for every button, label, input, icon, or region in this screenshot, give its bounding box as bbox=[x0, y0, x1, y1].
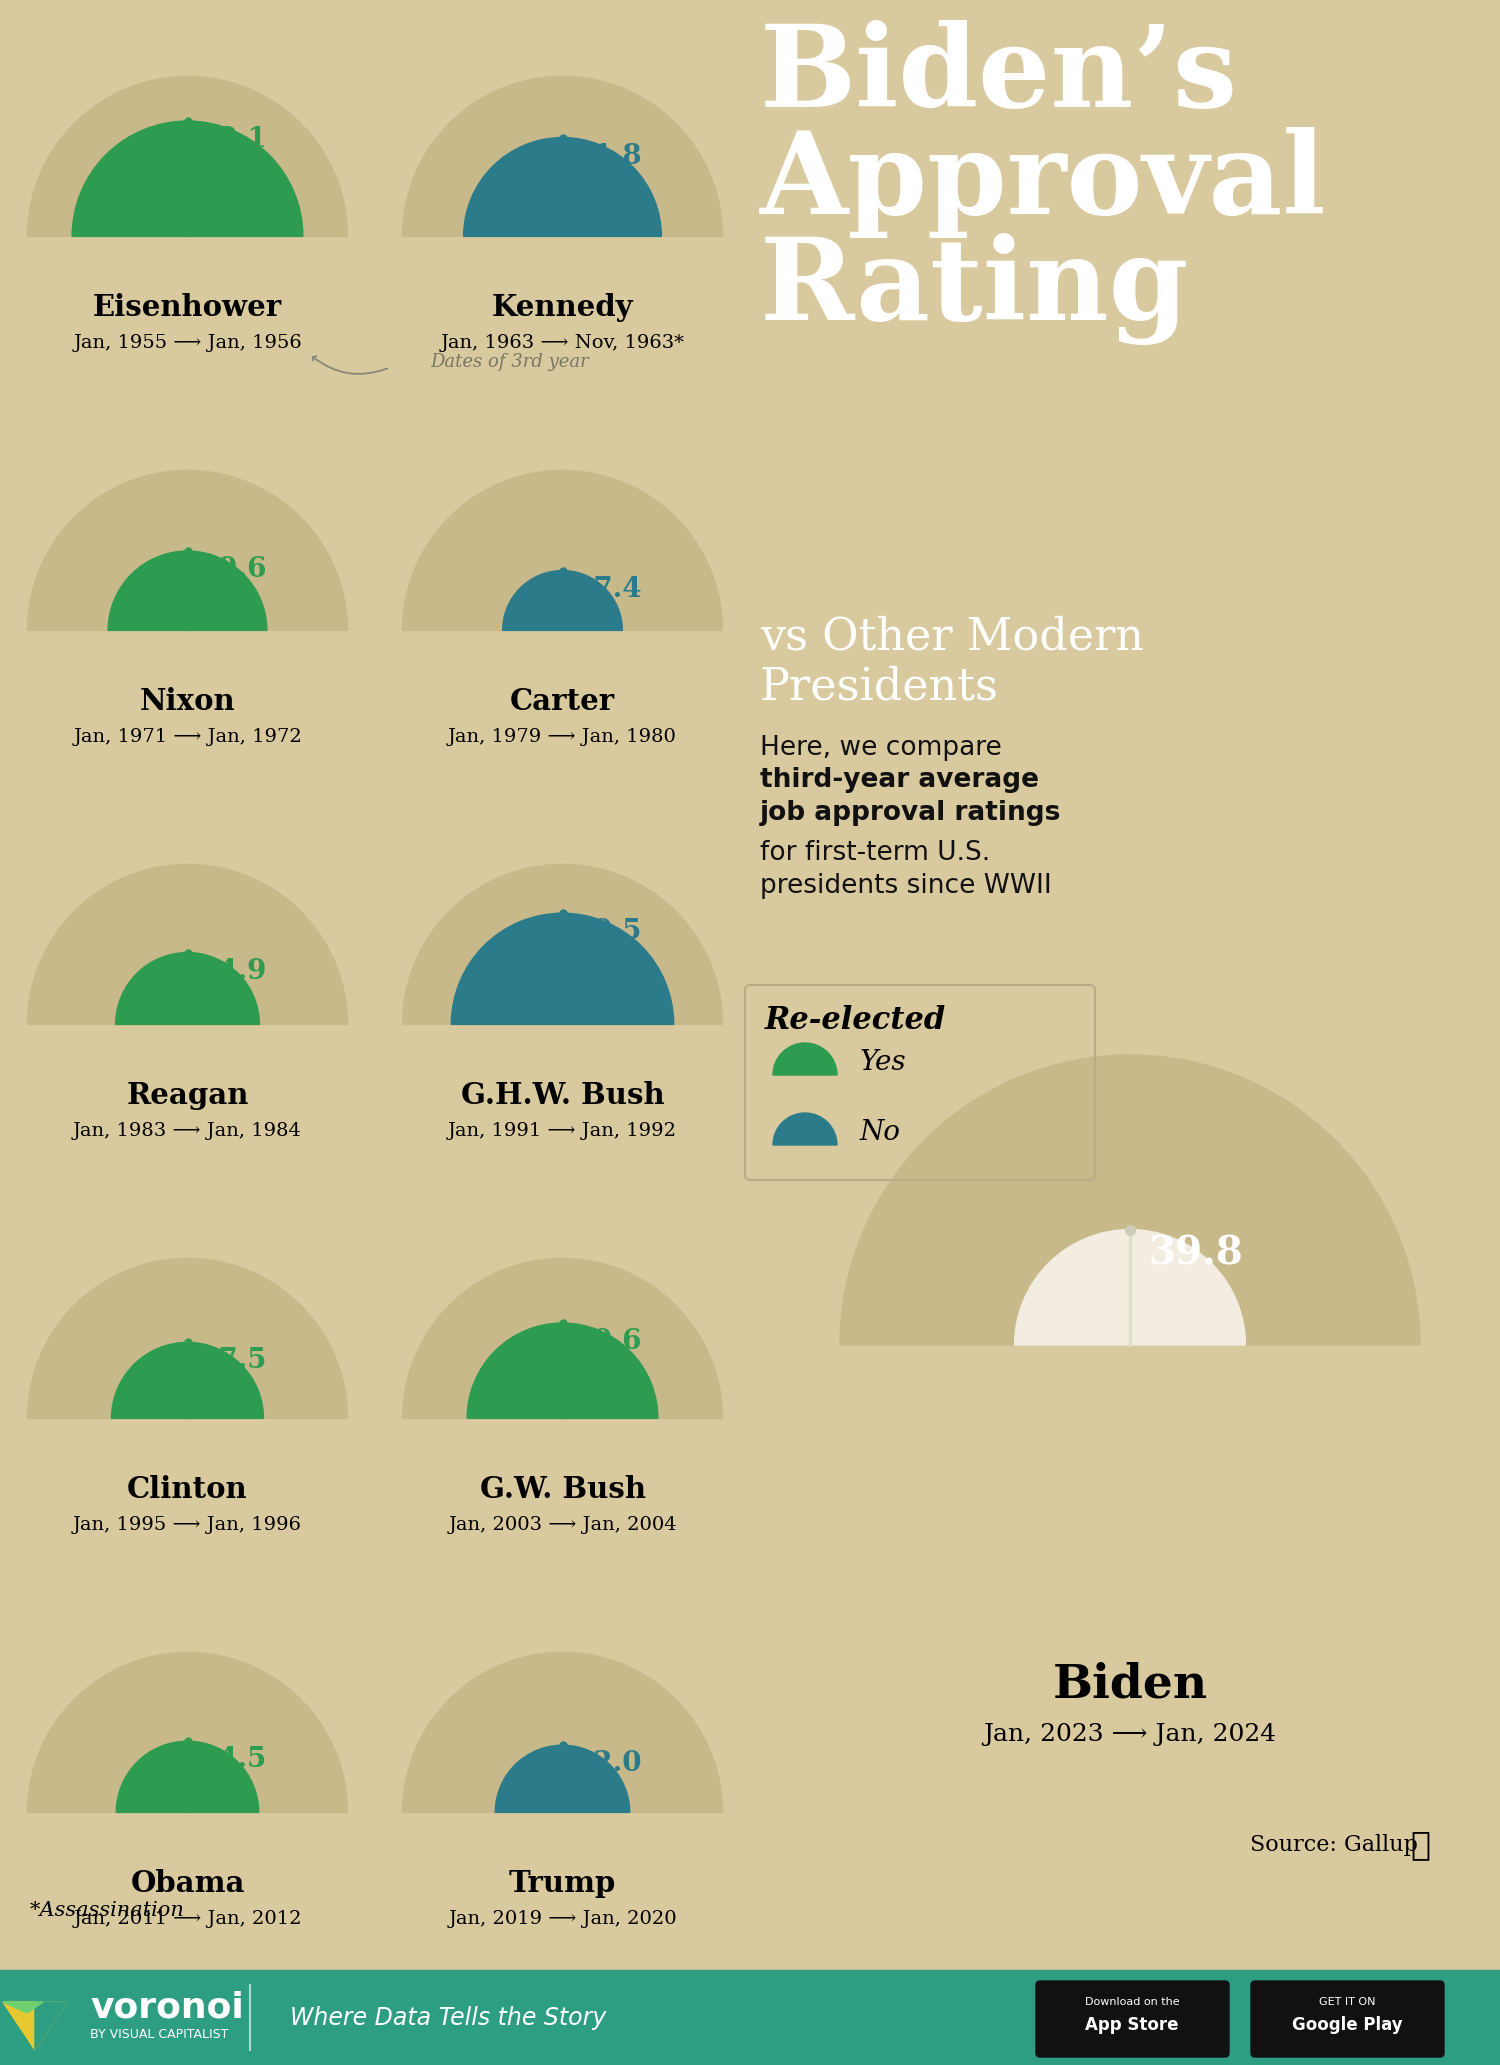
Wedge shape bbox=[1014, 1229, 1245, 1344]
Wedge shape bbox=[452, 913, 674, 1024]
Text: third-year average
job approval ratings: third-year average job approval ratings bbox=[760, 766, 1062, 826]
Text: G.W. Bush: G.W. Bush bbox=[480, 1474, 645, 1503]
Polygon shape bbox=[3, 2001, 44, 2013]
Polygon shape bbox=[34, 2001, 68, 2051]
Polygon shape bbox=[3, 2001, 68, 2051]
Text: Nixon: Nixon bbox=[140, 688, 236, 717]
Wedge shape bbox=[464, 138, 662, 235]
Wedge shape bbox=[402, 76, 723, 235]
Text: Jan, 1963 ⟶ Nov, 1963*: Jan, 1963 ⟶ Nov, 1963* bbox=[441, 335, 684, 351]
Text: *Assassination: *Assassination bbox=[30, 1900, 184, 1920]
Text: Jan, 1971 ⟶ Jan, 1972: Jan, 1971 ⟶ Jan, 1972 bbox=[74, 727, 302, 745]
Text: Obama: Obama bbox=[130, 1869, 244, 1898]
Text: Here, we compare: Here, we compare bbox=[760, 735, 1002, 762]
Text: 69.5: 69.5 bbox=[574, 919, 642, 946]
Wedge shape bbox=[402, 865, 723, 1024]
Text: Clinton: Clinton bbox=[128, 1474, 248, 1503]
Text: Jan, 2003 ⟶ Jan, 2004: Jan, 2003 ⟶ Jan, 2004 bbox=[448, 1516, 676, 1534]
Wedge shape bbox=[402, 1652, 723, 1813]
Wedge shape bbox=[27, 865, 348, 1024]
Wedge shape bbox=[503, 570, 622, 630]
Text: 49.6: 49.6 bbox=[200, 555, 267, 582]
Wedge shape bbox=[466, 1324, 658, 1419]
Text: Jan, 1991 ⟶ Jan, 1992: Jan, 1991 ⟶ Jan, 1992 bbox=[448, 1121, 676, 1140]
Text: Reagan: Reagan bbox=[126, 1080, 249, 1109]
Text: Jan, 1979 ⟶ Jan, 1980: Jan, 1979 ⟶ Jan, 1980 bbox=[448, 727, 676, 745]
Text: Carter: Carter bbox=[510, 688, 615, 717]
Text: G.H.W. Bush: G.H.W. Bush bbox=[460, 1080, 664, 1109]
Text: 39.8: 39.8 bbox=[1148, 1235, 1242, 1272]
Wedge shape bbox=[772, 1113, 837, 1144]
Text: No: No bbox=[859, 1119, 901, 1146]
Wedge shape bbox=[840, 1055, 1420, 1344]
Wedge shape bbox=[108, 551, 267, 630]
Text: 44.5: 44.5 bbox=[200, 1747, 267, 1774]
Text: Jan, 1955 ⟶ Jan, 1956: Jan, 1955 ⟶ Jan, 1956 bbox=[74, 335, 302, 351]
FancyBboxPatch shape bbox=[1036, 1980, 1228, 2057]
Text: 47.5: 47.5 bbox=[200, 1346, 267, 1375]
Text: Biden’s
Approval
Rating: Biden’s Approval Rating bbox=[760, 21, 1326, 345]
Wedge shape bbox=[27, 76, 348, 235]
Text: 61.8: 61.8 bbox=[574, 142, 642, 169]
Wedge shape bbox=[27, 1652, 348, 1813]
Text: Yes: Yes bbox=[859, 1049, 906, 1076]
Wedge shape bbox=[111, 1342, 264, 1419]
Text: GET IT ON: GET IT ON bbox=[1318, 1997, 1376, 2007]
Text: 72.1: 72.1 bbox=[200, 126, 267, 153]
Text: Kennedy: Kennedy bbox=[492, 293, 633, 322]
Wedge shape bbox=[402, 471, 723, 630]
FancyBboxPatch shape bbox=[1251, 1980, 1444, 2057]
Text: App Store: App Store bbox=[1084, 2015, 1179, 2034]
Text: Trump: Trump bbox=[509, 1869, 616, 1898]
Text: for first-term U.S.
presidents since WWII: for first-term U.S. presidents since WWI… bbox=[760, 840, 1052, 898]
Wedge shape bbox=[27, 471, 348, 630]
Text: BY VISUAL CAPITALIST: BY VISUAL CAPITALIST bbox=[90, 2028, 228, 2042]
Text: 59.6: 59.6 bbox=[574, 1328, 642, 1355]
Text: vs Other Modern
Presidents: vs Other Modern Presidents bbox=[760, 615, 1144, 708]
Wedge shape bbox=[772, 1043, 837, 1076]
Text: Jan, 1983 ⟶ Jan, 1984: Jan, 1983 ⟶ Jan, 1984 bbox=[74, 1121, 302, 1140]
Text: Google Play: Google Play bbox=[1292, 2015, 1402, 2034]
Text: Source: Gallup: Source: Gallup bbox=[1250, 1834, 1418, 1856]
Text: Download on the: Download on the bbox=[1084, 1997, 1179, 2007]
Text: Jan, 2023 ⟶ Jan, 2024: Jan, 2023 ⟶ Jan, 2024 bbox=[984, 1724, 1276, 1747]
Text: 42.0: 42.0 bbox=[574, 1751, 642, 1778]
Wedge shape bbox=[116, 952, 260, 1024]
Text: 44.9: 44.9 bbox=[200, 958, 267, 985]
Text: Biden: Biden bbox=[1053, 1662, 1208, 1708]
Wedge shape bbox=[402, 1258, 723, 1419]
Text: 37.4: 37.4 bbox=[574, 576, 642, 603]
Wedge shape bbox=[72, 122, 303, 235]
Bar bbox=[0, 1970, 1500, 2065]
Text: Re-elected: Re-elected bbox=[765, 1006, 946, 1037]
Wedge shape bbox=[495, 1745, 630, 1813]
Wedge shape bbox=[27, 1258, 348, 1419]
Text: Dates of 3rd year: Dates of 3rd year bbox=[430, 353, 588, 372]
Text: Jan, 2011 ⟶ Jan, 2012: Jan, 2011 ⟶ Jan, 2012 bbox=[74, 1910, 302, 1929]
Wedge shape bbox=[117, 1741, 258, 1813]
Text: Jan, 1995 ⟶ Jan, 1996: Jan, 1995 ⟶ Jan, 1996 bbox=[74, 1516, 302, 1534]
Text: Where Data Tells the Story: Where Data Tells the Story bbox=[290, 2005, 606, 2030]
Text: Eisenhower: Eisenhower bbox=[93, 293, 282, 322]
Text: Jan, 2019 ⟶ Jan, 2020: Jan, 2019 ⟶ Jan, 2020 bbox=[448, 1910, 676, 1929]
Text: 👁: 👁 bbox=[1410, 1828, 1430, 1861]
Text: voronoi: voronoi bbox=[90, 1991, 243, 2024]
